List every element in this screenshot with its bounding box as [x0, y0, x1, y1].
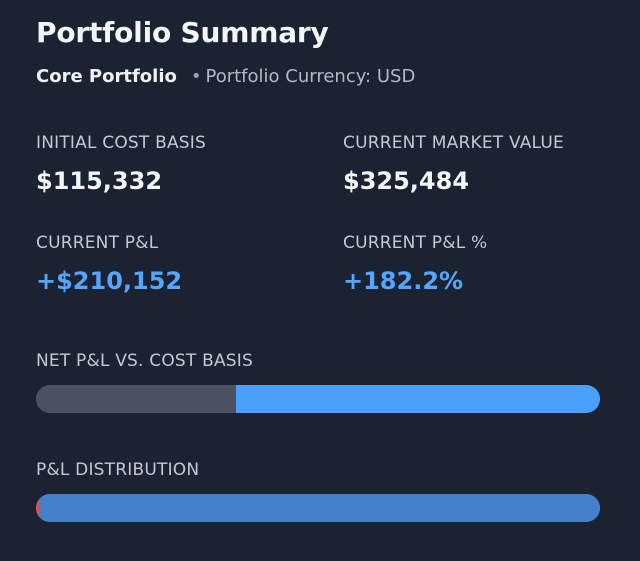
portfolio-currency: Portfolio Currency: USD	[205, 66, 416, 87]
portfolio-subtitle: Core Portfolio • Portfolio Currency: USD	[36, 66, 415, 87]
negative-pl-segment	[36, 494, 39, 522]
positive-pl-segment	[38, 494, 600, 522]
metric-label: CURRENT P&L	[36, 233, 159, 253]
metric-value: +$210,152	[36, 267, 183, 295]
metric-label: CURRENT MARKET VALUE	[343, 133, 564, 153]
portfolio-name: Core Portfolio	[36, 66, 177, 87]
page-title: Portfolio Summary	[36, 16, 329, 49]
metric-initial-cost-basis: INITIAL COST BASIS $115,332	[36, 133, 206, 195]
pl-distribution-bar	[36, 494, 600, 522]
metric-label: CURRENT P&L %	[343, 233, 488, 253]
metric-current-pl: CURRENT P&L +$210,152	[36, 233, 182, 295]
metric-label: INITIAL COST BASIS	[36, 133, 206, 153]
cost-basis-segment	[36, 385, 236, 413]
net-pl-bar	[36, 385, 600, 413]
net-pl-bar-label: NET P&L VS. COST BASIS	[36, 351, 253, 371]
pl-segment	[235, 385, 600, 413]
pl-distribution-label: P&L DISTRIBUTION	[36, 460, 200, 480]
metric-current-market-value: CURRENT MARKET VALUE $325,484	[343, 133, 564, 195]
separator-dot: •	[190, 66, 202, 87]
metric-current-pl-percent: CURRENT P&L % +182.2%	[343, 233, 487, 295]
metric-value: +182.2%	[343, 267, 464, 295]
metric-value: $325,484	[343, 167, 470, 195]
metric-value: $115,332	[36, 167, 163, 195]
